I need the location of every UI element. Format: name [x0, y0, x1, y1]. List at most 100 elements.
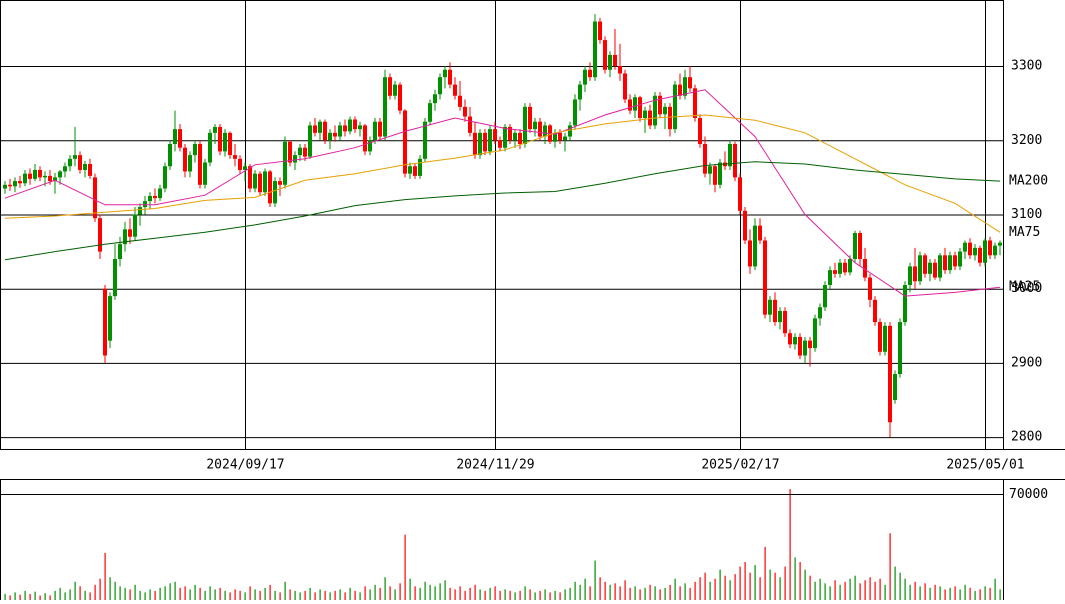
- volume-bar: [174, 581, 176, 600]
- volume-bar: [369, 589, 371, 600]
- candle-body: [288, 141, 292, 163]
- volume-bar: [404, 534, 406, 600]
- volume-bar: [929, 587, 931, 600]
- candle-body: [908, 266, 912, 285]
- candle-body: [918, 255, 922, 282]
- candle-body: [88, 164, 92, 176]
- volume-bar: [649, 584, 651, 600]
- y-tick-label: 3300: [1011, 59, 1042, 74]
- candle-body: [868, 277, 872, 300]
- candle-body: [943, 255, 947, 271]
- volume-bar: [669, 584, 671, 600]
- volume-bar: [74, 581, 76, 600]
- volume-bar: [644, 587, 646, 600]
- volume-bar: [14, 592, 16, 600]
- volume-bar: [664, 587, 666, 600]
- volume-bar: [354, 590, 356, 600]
- candle-body: [643, 110, 647, 119]
- volume-bar: [754, 565, 756, 600]
- candle-body: [128, 229, 132, 237]
- candle-body: [253, 173, 257, 189]
- candle-body: [683, 77, 687, 96]
- volume-bar: [869, 577, 871, 600]
- candle-body: [638, 97, 642, 119]
- volume-bar: [539, 590, 541, 600]
- candle-body: [333, 132, 337, 137]
- candle-body: [953, 255, 957, 267]
- candle-body: [468, 116, 472, 133]
- candle-body: [348, 119, 352, 132]
- volume-bar: [39, 595, 41, 600]
- candle-body: [713, 166, 717, 185]
- candle-body: [368, 140, 372, 152]
- candle-body: [628, 99, 632, 111]
- candle-body: [808, 340, 812, 349]
- volume-bar: [9, 595, 11, 600]
- candle-body: [773, 299, 777, 323]
- candle-body: [958, 251, 962, 267]
- candle-body: [313, 125, 317, 133]
- candle-body: [873, 299, 877, 323]
- volume-bar: [549, 592, 551, 600]
- volume-bar: [954, 586, 956, 600]
- volume-bar: [479, 589, 481, 600]
- volume-bar: [359, 592, 361, 600]
- candle-body: [693, 88, 697, 119]
- candle-body: [563, 136, 567, 141]
- candle-body: [233, 155, 237, 159]
- candle-body: [743, 210, 747, 241]
- candle-body: [878, 322, 882, 352]
- volume-bar: [169, 583, 171, 600]
- candle-body: [493, 129, 497, 141]
- volume-bar: [719, 569, 721, 600]
- volume-bar: [189, 589, 191, 600]
- y-tick-label: 3100: [1011, 207, 1042, 222]
- candle-body: [263, 171, 267, 193]
- candle-body: [558, 132, 562, 141]
- moving-average-line: [4, 89, 1001, 297]
- candle-body: [23, 173, 27, 184]
- volume-bar: [604, 581, 606, 600]
- candle-body: [523, 106, 527, 144]
- volume-bar: [714, 578, 716, 600]
- volume-bar: [639, 589, 641, 600]
- volume-bar: [739, 566, 741, 600]
- volume-bar: [899, 572, 901, 600]
- volume-bar: [979, 589, 981, 600]
- volume-bar: [284, 581, 286, 600]
- candle-body: [178, 129, 182, 148]
- candle-body: [738, 177, 742, 211]
- candle-body: [238, 158, 242, 170]
- candle-body: [983, 240, 987, 263]
- candle-body: [888, 325, 892, 423]
- volume-bar: [344, 592, 346, 600]
- candle-body: [913, 266, 917, 282]
- volume-bar: [444, 580, 446, 600]
- volume-bar: [554, 590, 556, 600]
- candle-body: [283, 141, 287, 185]
- candle-body: [938, 255, 942, 278]
- candle-body: [148, 195, 152, 202]
- candle-body: [323, 121, 327, 141]
- volume-bar: [294, 590, 296, 600]
- candle-body: [898, 322, 902, 375]
- candle-body: [208, 132, 212, 163]
- volume-bar: [499, 590, 501, 600]
- candle-body: [393, 84, 397, 96]
- candle-body: [858, 233, 862, 260]
- volume-bar: [389, 586, 391, 600]
- volume-bar: [989, 587, 991, 600]
- candle-body: [663, 106, 667, 115]
- candle-body: [778, 310, 782, 323]
- moving-average-line: [4, 161, 1001, 261]
- volume-bar: [269, 584, 271, 600]
- candle-body: [883, 325, 887, 352]
- x-tick-label: 2024/09/17: [206, 458, 284, 473]
- candle-body: [13, 181, 17, 187]
- candle-body: [268, 171, 272, 204]
- volume-bar: [834, 580, 836, 600]
- volume-bar: [674, 578, 676, 600]
- candle-body: [848, 259, 852, 273]
- volume-bar: [679, 586, 681, 600]
- candle-body: [118, 244, 122, 260]
